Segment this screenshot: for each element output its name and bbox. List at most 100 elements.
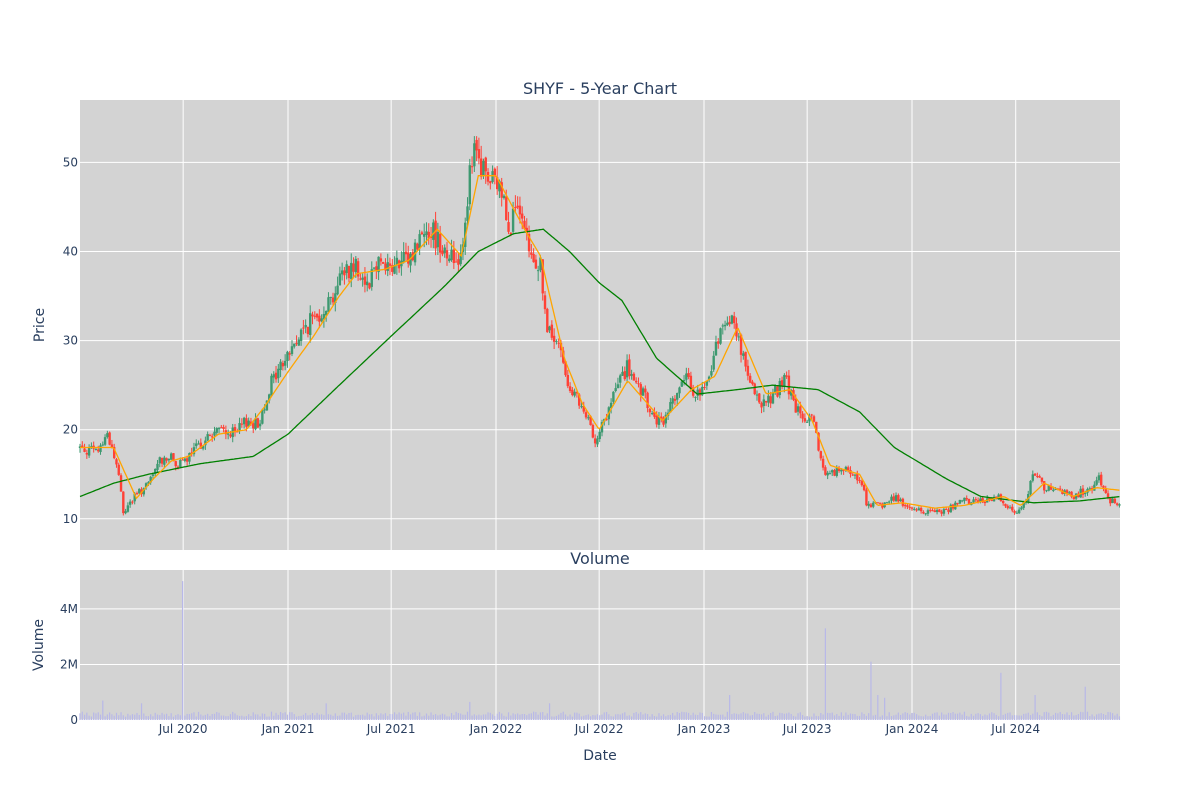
volume-bar [517,713,519,720]
candle-body [919,507,923,512]
volume-bar [122,715,124,720]
volume-bar [863,713,865,720]
volume-bar [1068,715,1070,720]
volume-bar [460,713,462,720]
volume-bar [845,712,847,720]
volume-bar [603,712,605,720]
candle-body [997,494,1000,499]
candle-body [256,418,259,428]
candle-body [154,468,157,474]
candle-body [1102,485,1105,488]
candle-body [518,205,522,215]
volume-bar [1029,715,1032,720]
volume-bar [941,712,943,720]
volume-bar [241,715,243,720]
volume-bar [1052,714,1054,720]
candle-body [573,391,576,396]
candle-body [548,326,551,331]
price-plot-background [80,100,1120,550]
volume-bar [1023,713,1025,720]
candle-body [780,380,784,386]
volume-bar [106,714,108,720]
volume-bar [678,712,681,720]
volume-bar [261,713,263,720]
volume-bar [86,712,88,720]
candle-body [448,258,451,262]
volume-bar [1105,714,1107,720]
candle-body [352,263,355,272]
volume-axis-title: Volume [31,619,47,671]
volume-bar [266,716,268,720]
x-tick-label: Jul 2024 [990,722,1040,736]
volume-bar [346,714,348,720]
volume-bar [129,715,131,720]
volume-bar [833,715,836,720]
candle-body [739,334,743,355]
candle-body [179,460,182,468]
candle-body [81,445,84,448]
candle-body [860,481,864,486]
candle-body [760,402,763,408]
volume-bar [295,716,298,720]
volume-bar [633,712,635,720]
volume-bar [412,712,414,720]
volume-y-tick-label: 2M [60,657,78,671]
volume-bar [788,712,790,720]
candle-body [249,421,253,425]
volume-bar [959,712,961,720]
volume-bar [587,714,589,720]
candle-body [609,402,613,409]
volume-bar [118,715,120,720]
candle-body [183,458,187,461]
x-axis-title: Date [583,748,616,764]
volume-bar [672,712,674,720]
volume-bar [553,716,555,720]
volume-bar [193,712,195,720]
volume-bar [428,715,430,720]
volume-bar [874,714,877,720]
volume-bar [462,714,464,720]
volume-bar [245,716,247,720]
volume-bar [147,716,149,720]
candle-body [744,351,747,367]
volume-bar [487,712,489,720]
volume-bar [236,715,238,720]
volume-bar [1084,686,1086,720]
candle-body [748,375,752,383]
volume-bar [341,712,343,720]
volume-bar [441,713,444,720]
candle-body [1070,491,1073,497]
price-y-tick-label: 40 [63,244,78,258]
candle-body [532,254,535,263]
candle-body [388,263,392,266]
volume-bar [202,715,204,720]
volume-bar [952,712,954,720]
candle-body [222,427,225,429]
volume-bar [387,715,389,720]
volume-bar [389,714,391,720]
volume-bar [578,713,580,720]
volume-bar [227,716,229,720]
volume-bar [1102,714,1105,720]
candle-body [913,508,916,510]
candle-body [304,324,307,328]
candle-body [621,371,624,376]
volume-bar [163,714,165,720]
volume-bar [1061,714,1064,720]
volume-bar [900,714,902,720]
candle-body [1008,507,1012,509]
candle-body [673,398,677,401]
candle-body [468,165,471,205]
x-tick-labels: Jul 2020 Jan 2021 Jul 2021 Jan 2022 Jul 2022… [158,722,1040,736]
candle-body [1022,500,1025,508]
candle-body [869,504,873,508]
candle-body [395,257,399,266]
candle-body [947,509,950,512]
candle-body [628,359,631,377]
volume-bar [391,714,393,720]
volume-y-tick-label: 4M [60,602,78,616]
volume-bar [268,716,270,720]
volume-bar [824,628,826,720]
volume-bar [831,712,833,720]
volume-bar [646,714,649,720]
